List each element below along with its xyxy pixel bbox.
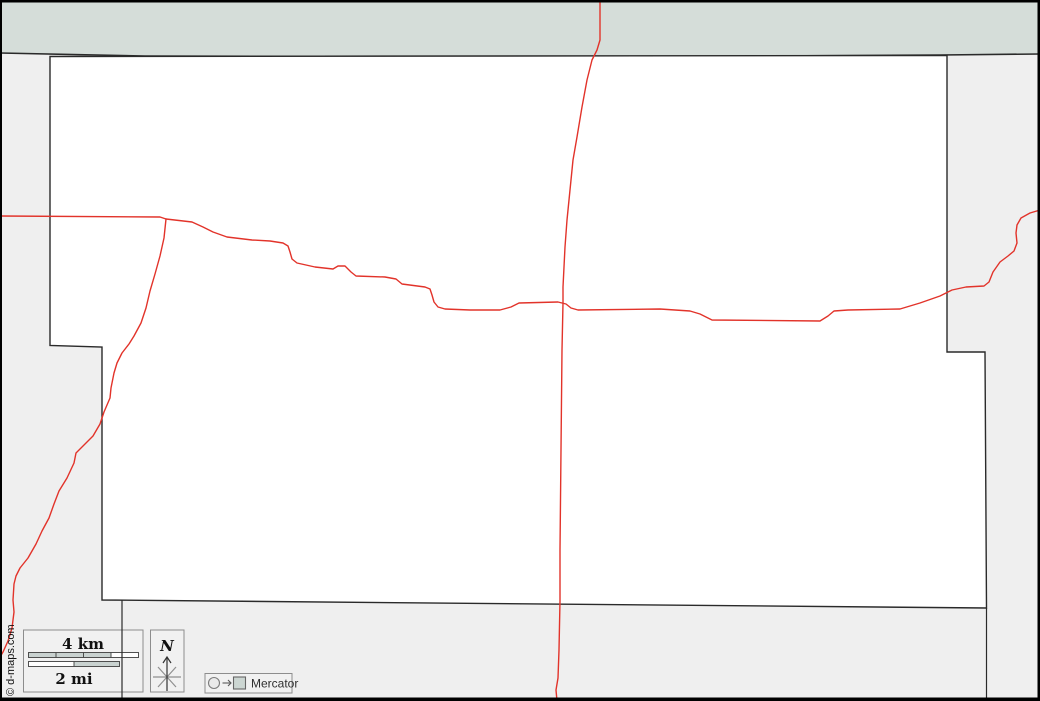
projection-box: Mercator [204, 673, 298, 694]
frame-bottom [0, 697, 1040, 701]
copyright-watermark: © d-maps.com [5, 624, 17, 696]
frame-top [0, 0, 1040, 3]
road-north-south [555, 0, 601, 701]
north-label: N [159, 637, 175, 655]
globe-circle-icon [207, 676, 221, 690]
scale-km-label: 4 km [62, 635, 104, 653]
right-arrow-icon [222, 679, 232, 687]
frame-right [1037, 0, 1040, 701]
scale-mi-bar [28, 661, 120, 667]
mi-bar-white-segment [28, 661, 74, 667]
mi-bar-gray-segment [74, 661, 120, 667]
top-neighbor-band [0, 2, 1040, 57]
projection-box-frame [204, 673, 293, 694]
scale-mi-label: 2 mi [55, 670, 93, 688]
flat-map-square-icon [232, 676, 247, 690]
compass-star-icon [153, 655, 181, 691]
scale-box-frame [23, 629, 144, 693]
frame-left [0, 0, 2, 701]
scale-box: 4 km 2 mi [23, 629, 144, 693]
road-west-east [0, 209, 1040, 322]
north-arrow-box: N [150, 629, 185, 693]
arrow-head [227, 679, 232, 687]
km-bar-gray-segment [28, 652, 111, 658]
km-bar-white-segment [111, 652, 139, 658]
road-southwest-branch [0, 218, 167, 658]
county-shape [49, 54, 988, 609]
scale-km-bar [28, 652, 139, 658]
projection-label: Mercator [251, 677, 298, 691]
compass-arrowhead [162, 655, 172, 664]
